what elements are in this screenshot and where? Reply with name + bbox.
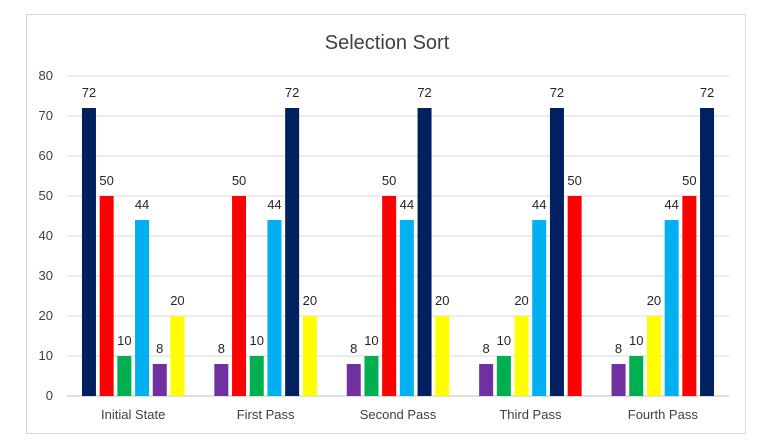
gridlines — [67, 75, 729, 397]
data-label: 72 — [550, 85, 564, 100]
bar — [81, 108, 96, 396]
data-label: 50 — [567, 173, 581, 188]
data-label: 10 — [117, 333, 131, 348]
x-axis-categories: Initial State First Pass Second Pass Third … — [101, 407, 698, 422]
bar — [399, 220, 414, 396]
data-label: 44 — [664, 197, 678, 212]
data-label: 8 — [615, 341, 622, 356]
data-label: 72 — [82, 85, 96, 100]
data-label: 10 — [250, 333, 264, 348]
data-label: 8 — [156, 341, 163, 356]
bar — [249, 356, 264, 396]
data-labels: 72 50 10 44 8 20 8 50 10 44 72 20 8 10 50 44 72 20 8 10 20 44… — [82, 85, 715, 356]
data-label: 20 — [647, 293, 661, 308]
bar — [364, 356, 379, 396]
bar — [682, 196, 697, 396]
bar — [435, 316, 450, 396]
y-tick-label: 70 — [39, 108, 53, 123]
y-tick-label: 10 — [39, 348, 53, 363]
data-label: 20 — [303, 293, 317, 308]
bar — [152, 364, 167, 396]
x-category-label: Initial State — [101, 407, 165, 422]
data-label: 72 — [285, 85, 299, 100]
y-tick-label: 40 — [39, 228, 53, 243]
bar — [214, 364, 229, 396]
bar — [99, 196, 114, 396]
bar — [170, 316, 185, 396]
bar — [646, 316, 661, 396]
bar — [117, 356, 132, 396]
x-category-label: First Pass — [237, 407, 295, 422]
data-label: 8 — [350, 341, 357, 356]
bar — [302, 316, 317, 396]
data-label: 72 — [417, 85, 431, 100]
data-label: 44 — [532, 197, 546, 212]
data-label: 50 — [232, 173, 246, 188]
bar — [700, 108, 715, 396]
data-label: 44 — [400, 197, 414, 212]
chart-title: Selection Sort — [325, 32, 450, 54]
y-tick-label: 20 — [39, 308, 53, 323]
y-axis-ticks: 0 10 20 30 40 50 60 70 80 — [39, 68, 53, 403]
bar — [514, 316, 529, 396]
x-category-label: Fourth Pass — [628, 407, 699, 422]
data-label: 44 — [135, 197, 149, 212]
bar — [567, 196, 582, 396]
bars — [81, 108, 715, 396]
x-category-label: Third Pass — [499, 407, 562, 422]
y-tick-label: 50 — [39, 188, 53, 203]
bar — [232, 196, 247, 396]
y-tick-label: 80 — [39, 68, 53, 83]
bar — [611, 364, 626, 396]
data-label: 10 — [497, 333, 511, 348]
bar — [135, 220, 150, 396]
bar — [479, 364, 494, 396]
bar — [382, 196, 397, 396]
data-label: 20 — [435, 293, 449, 308]
data-label: 44 — [267, 197, 281, 212]
bar — [496, 356, 511, 396]
data-label: 8 — [218, 341, 225, 356]
x-category-label: Second Pass — [360, 407, 437, 422]
chart-frame: Selection Sort 0 10 20 30 40 50 60 70 80 72 50 10 4… — [26, 14, 746, 434]
bar — [417, 108, 432, 396]
data-label: 50 — [382, 173, 396, 188]
y-tick-label: 0 — [46, 388, 53, 403]
bar-chart: Selection Sort 0 10 20 30 40 50 60 70 80 72 50 10 4… — [39, 32, 729, 422]
data-label: 10 — [364, 333, 378, 348]
data-label: 20 — [514, 293, 528, 308]
bar — [549, 108, 564, 396]
data-label: 10 — [629, 333, 643, 348]
bar — [664, 220, 679, 396]
bar — [267, 220, 282, 396]
data-label: 20 — [170, 293, 184, 308]
bar — [532, 220, 547, 396]
y-tick-label: 60 — [39, 148, 53, 163]
bar — [285, 108, 300, 396]
bar — [346, 364, 361, 396]
y-tick-label: 30 — [39, 268, 53, 283]
data-label: 8 — [483, 341, 490, 356]
bar — [629, 356, 644, 396]
data-label: 50 — [682, 173, 696, 188]
data-label: 50 — [99, 173, 113, 188]
data-label: 72 — [700, 85, 714, 100]
